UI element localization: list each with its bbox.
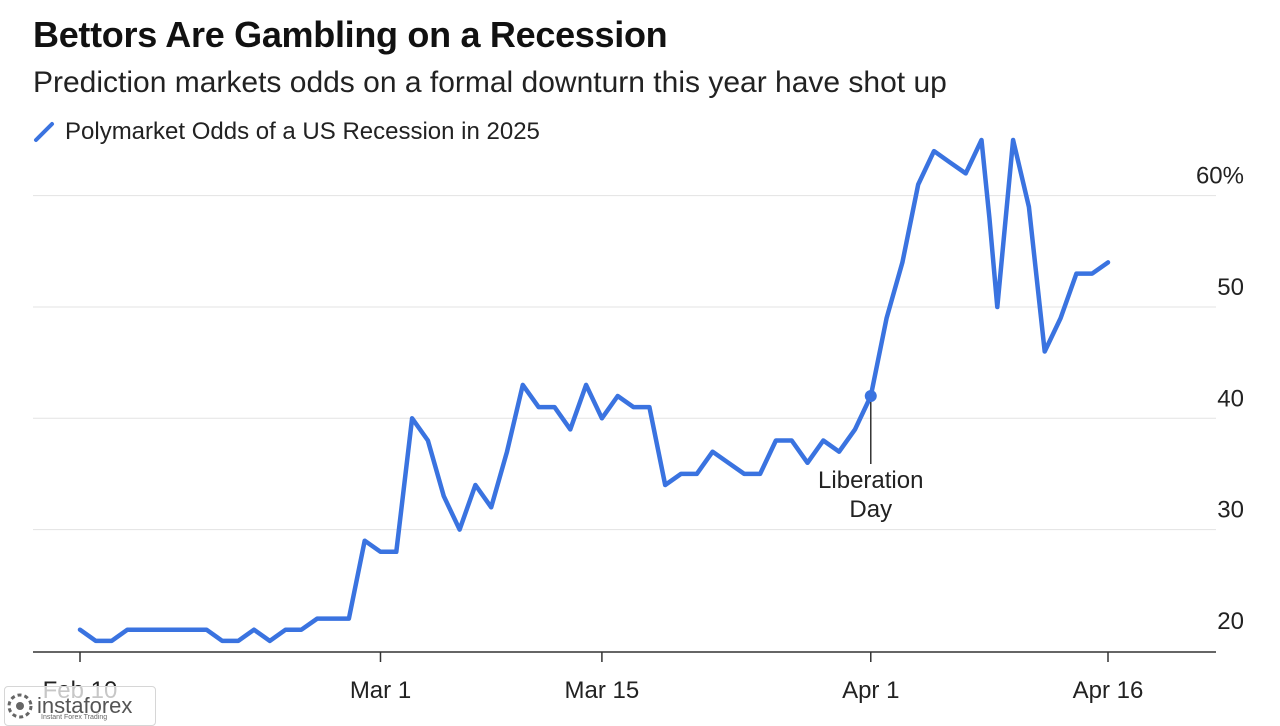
- data-point: [584, 383, 588, 387]
- data-point: [916, 182, 920, 186]
- data-point: [410, 416, 414, 420]
- data-point: [283, 628, 287, 632]
- data-point: [1074, 271, 1078, 275]
- data-point: [552, 405, 556, 409]
- data-point: [536, 405, 540, 409]
- data-point: [157, 628, 161, 632]
- data-point: [173, 628, 177, 632]
- y-tick-label: 40: [1217, 385, 1244, 412]
- annotation-marker: [864, 390, 877, 402]
- data-point: [963, 171, 967, 175]
- data-point: [1058, 316, 1062, 320]
- data-point: [489, 505, 493, 509]
- data-point: [347, 616, 351, 620]
- watermark-tagline: Instant Forex Trading: [41, 714, 108, 721]
- legend-label: Polymarket Odds of a US Recession in 202…: [65, 118, 540, 145]
- data-point: [141, 628, 145, 632]
- x-tick-label: Mar 1: [350, 677, 411, 704]
- watermark-logo-icon: [7, 693, 33, 719]
- legend-line-icon: [34, 122, 54, 142]
- data-point: [821, 438, 825, 442]
- data-point: [236, 639, 240, 643]
- data-point: [987, 216, 991, 220]
- data-point: [1043, 349, 1047, 353]
- watermark-brand: instaforex: [37, 693, 133, 718]
- data-point: [932, 149, 936, 153]
- data-point: [568, 427, 572, 431]
- data-point: [616, 394, 620, 398]
- data-point: [125, 628, 129, 632]
- data-point: [457, 527, 461, 531]
- data-point: [1106, 260, 1110, 264]
- data-point: [442, 494, 446, 498]
- data-point: [695, 472, 699, 476]
- data-point: [900, 260, 904, 264]
- data-point: [600, 416, 604, 420]
- data-point: [189, 628, 193, 632]
- data-point: [647, 405, 651, 409]
- data-point: [109, 639, 113, 643]
- data-point: [252, 628, 256, 632]
- x-tick-label: Mar 15: [565, 677, 640, 704]
- data-point: [726, 461, 730, 465]
- data-point: [521, 383, 525, 387]
- annotation-label: Liberation: [818, 467, 923, 494]
- data-point: [884, 316, 888, 320]
- data-point: [853, 427, 857, 431]
- y-tick-label: 30: [1217, 497, 1244, 524]
- chart-title: Bettors Are Gambling on a Recession: [33, 14, 668, 55]
- data-point: [805, 461, 809, 465]
- data-point: [78, 628, 82, 632]
- data-point: [995, 305, 999, 309]
- legend: Polymarket Odds of a US Recession in 202…: [33, 118, 540, 146]
- data-point: [1011, 138, 1015, 142]
- data-point: [394, 550, 398, 554]
- data-point: [362, 538, 366, 542]
- data-point: [473, 483, 477, 487]
- y-tick-label: 20: [1217, 608, 1244, 635]
- data-point: [679, 472, 683, 476]
- watermark: instaforex Instant Forex Trading: [4, 686, 156, 726]
- data-point: [220, 639, 224, 643]
- data-point: [774, 438, 778, 442]
- data-point: [331, 616, 335, 620]
- data-point: [789, 438, 793, 442]
- data-point: [837, 449, 841, 453]
- data-point: [710, 449, 714, 453]
- series-line-recession-odds: [77, 137, 1111, 644]
- data-point: [663, 483, 667, 487]
- data-point: [742, 472, 746, 476]
- data-point: [299, 628, 303, 632]
- data-point: [948, 160, 952, 164]
- data-point: [505, 449, 509, 453]
- data-point: [758, 472, 762, 476]
- y-tick-label: 50: [1217, 274, 1244, 301]
- data-point: [979, 138, 983, 142]
- y-tick-label: 60%: [1196, 163, 1244, 190]
- data-point: [204, 628, 208, 632]
- chart-subtitle: Prediction markets odds on a formal down…: [33, 66, 947, 99]
- data-point: [268, 639, 272, 643]
- data-point: [94, 639, 98, 643]
- data-point: [631, 405, 635, 409]
- x-tick-label: Apr 16: [1073, 677, 1144, 704]
- annotation-label: Day: [849, 496, 892, 523]
- x-tick-label: Apr 1: [842, 677, 899, 704]
- data-point: [315, 616, 319, 620]
- data-point: [378, 550, 382, 554]
- data-point: [1027, 205, 1031, 209]
- data-point: [426, 438, 430, 442]
- data-point: [1090, 271, 1094, 275]
